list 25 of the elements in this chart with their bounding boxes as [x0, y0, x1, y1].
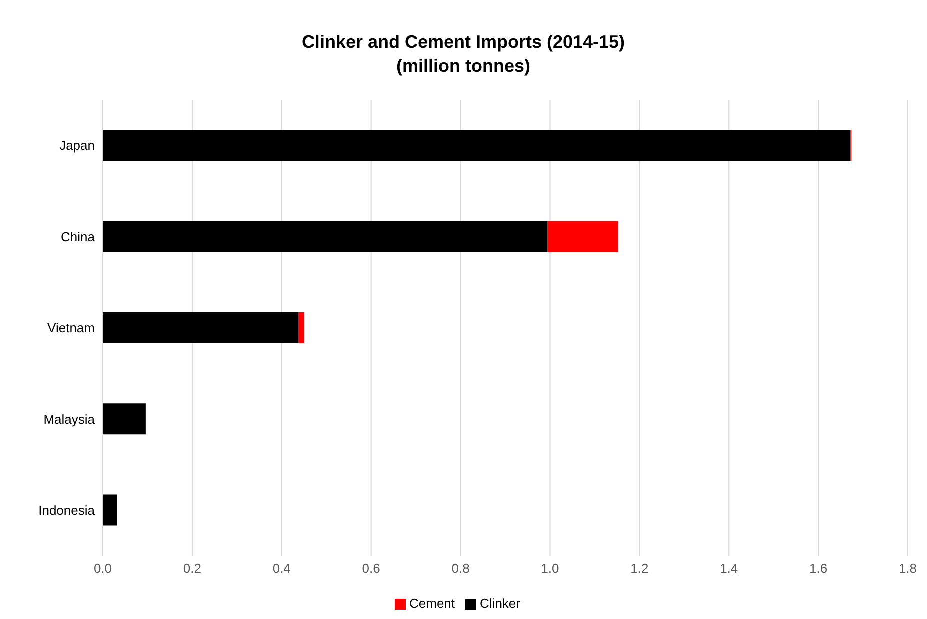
bar: [103, 404, 146, 435]
bar: [103, 494, 118, 526]
chart-title: Clinker and Cement Imports (2014-15) (million tonnes): [300, 31, 626, 78]
y-tick-label: Japan: [60, 138, 95, 154]
legend-label: Clinker: [480, 596, 520, 611]
x-tick-label: 1.2: [630, 561, 649, 576]
legend-label: Cement: [410, 596, 456, 611]
x-tick-label: 0.8: [452, 561, 470, 576]
x-tick-label: 1.4: [720, 561, 738, 576]
x-tick-label: 0.6: [362, 561, 380, 576]
bar: [298, 312, 304, 344]
x-tick-label: 0.2: [183, 561, 202, 576]
x-tick-label: 1.6: [810, 561, 828, 576]
y-tick-label: Malaysia: [44, 412, 96, 427]
x-tick-label: 0.4: [272, 561, 291, 576]
y-tick-label: Vietnam: [48, 320, 95, 336]
bar: [103, 221, 548, 252]
x-tick-label: 1.0: [541, 561, 560, 576]
bar: [103, 130, 851, 161]
x-tick-label: 1.8: [898, 561, 918, 576]
y-tick-label: China: [61, 229, 96, 244]
bar: [103, 312, 298, 344]
bar: [548, 221, 618, 252]
y-tick-label: Indonesia: [38, 503, 96, 518]
x-tick-label: 0.0: [94, 561, 112, 576]
